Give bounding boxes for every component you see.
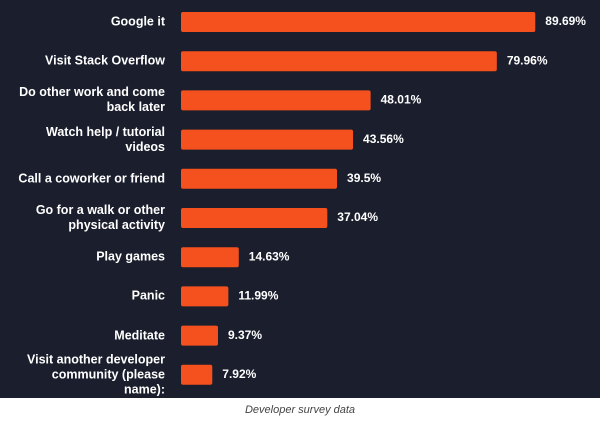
category-label: Meditate	[114, 328, 165, 343]
bar	[181, 325, 219, 346]
value-label: 89.69%	[545, 14, 586, 28]
category-label: Go for a walk or other physical activity	[35, 203, 165, 232]
bar	[181, 247, 239, 268]
category-label: Visit Stack Overflow	[45, 53, 165, 68]
category-label: Panic	[131, 288, 165, 303]
category-label: Visit another developer community (pleas…	[26, 352, 165, 397]
value-label: 14.63%	[249, 249, 290, 263]
bar	[181, 364, 213, 385]
value-label: 79.96%	[507, 53, 548, 67]
bar	[181, 129, 354, 150]
value-label: 48.01%	[381, 93, 422, 107]
value-label: 39.5%	[347, 171, 381, 185]
value-label: 7.92%	[222, 367, 256, 381]
bar	[181, 90, 371, 111]
bar	[181, 12, 536, 32]
value-label: 9.37%	[228, 328, 262, 342]
value-label: 43.56%	[363, 132, 404, 146]
category-label: Google it	[110, 14, 165, 29]
bar	[181, 51, 497, 72]
category-label: Play games	[96, 249, 165, 264]
bar	[181, 208, 328, 228]
caption: Developer survey data	[244, 404, 356, 416]
value-label: 11.99%	[238, 289, 278, 303]
bar	[181, 168, 338, 189]
chart: 89.69% 79.96% 48.01% 43.56% 39.5% 37.04% 14.63…	[181, 12, 586, 385]
category-label: Call a coworker or friend	[18, 171, 165, 186]
category-label: Do other work and come back later	[19, 85, 165, 115]
bar	[181, 286, 229, 307]
value-label: 37.04%	[337, 210, 378, 224]
category-label: Watch help / tutorial videos	[46, 124, 165, 154]
